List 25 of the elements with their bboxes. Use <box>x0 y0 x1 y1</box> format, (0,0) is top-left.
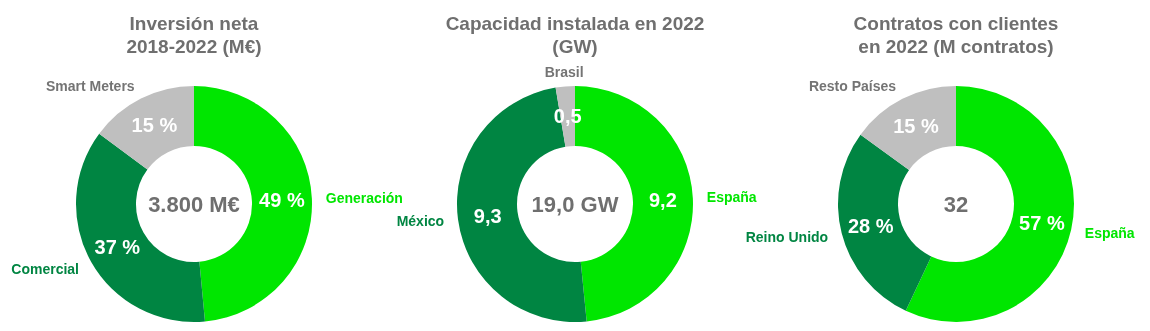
slice-label: Comercial <box>11 260 80 277</box>
chart-title: Capacidad instalada en 2022 (GW) <box>445 13 705 57</box>
slice-label: España <box>1084 224 1135 241</box>
slice-label: México <box>396 213 445 230</box>
slice-label: Brasil <box>544 64 584 81</box>
data-label: 15 % <box>893 114 940 137</box>
data-label: 37 % <box>94 236 141 259</box>
donut-slice <box>76 133 205 322</box>
text: 3.800 M€ <box>148 191 240 217</box>
slice-label: Reino Unido <box>745 228 829 245</box>
slice-label: Smart Meters <box>45 78 135 95</box>
text: 19,0 GW <box>531 191 619 217</box>
slice-label: España <box>706 189 757 206</box>
data-label: 15 % <box>131 114 178 137</box>
chart-title: Inversión neta 2018-2022 (M€) <box>126 13 262 57</box>
data-label: 49 % <box>259 188 305 211</box>
data-label: 28 % <box>847 214 894 237</box>
chart-title: Contratos con clientes en 2022 (M contratos) <box>853 13 1059 57</box>
slice-label: Resto Países <box>808 78 897 95</box>
data-label: 9,2 <box>648 188 677 211</box>
slice-label: Generación <box>325 189 403 206</box>
text: 32 <box>943 191 969 217</box>
donut-slice <box>838 134 932 311</box>
data-label: 9,3 <box>473 204 502 227</box>
data-label: 57 % <box>1019 212 1065 235</box>
